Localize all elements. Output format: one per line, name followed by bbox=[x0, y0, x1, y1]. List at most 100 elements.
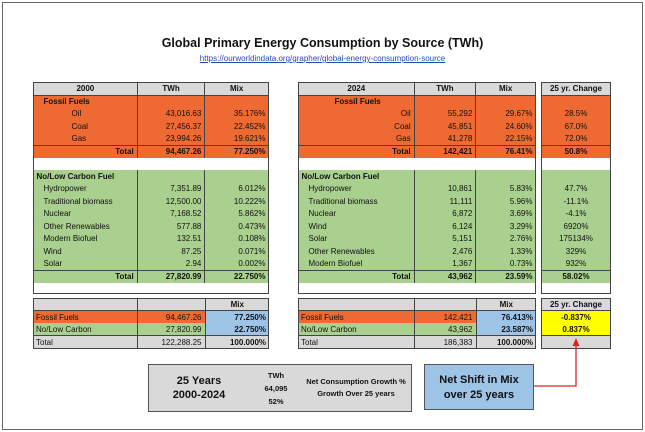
table-row: Other Renewables 577.88 0.473% bbox=[33, 220, 269, 233]
summary-2024: Mix Fossil Fuels 142,421 76.413% No/Low … bbox=[298, 298, 536, 348]
summary-label: No/Low Carbon bbox=[33, 323, 137, 336]
fuel-twh: 2,476 bbox=[413, 245, 476, 258]
fuel-name: Coal bbox=[298, 120, 415, 133]
fossil-title: Fossil Fuels bbox=[33, 95, 138, 108]
total-mix: 76.41% bbox=[475, 144, 536, 158]
total-mix: 23.59% bbox=[475, 269, 536, 283]
fuel-name: Solar bbox=[33, 257, 138, 270]
table-row: Hydropower 10,861 5.83% bbox=[298, 182, 536, 195]
fuel-name: Hydropower bbox=[298, 182, 415, 195]
table-row: Wind 6,124 3.29% bbox=[298, 220, 536, 233]
fuel-twh: 6,124 bbox=[413, 220, 476, 233]
shift-box: Net Shift in Mix over 25 years bbox=[424, 364, 534, 410]
table-row: Gas 41,278 22.15% bbox=[298, 132, 536, 145]
summary-label: Total bbox=[298, 335, 414, 348]
fuel-twh: 5,151 bbox=[413, 232, 476, 245]
fuel-mix: 5.96% bbox=[475, 195, 536, 208]
fuel-twh: 45,851 bbox=[413, 120, 476, 133]
fuel-name: Solar bbox=[298, 232, 415, 245]
summary-label: Fossil Fuels bbox=[33, 310, 137, 323]
fuel-twh: 23,994.26 bbox=[136, 132, 205, 145]
summary-twh: 122,288.25 bbox=[136, 335, 205, 348]
summary-mix: 100.000% bbox=[475, 335, 536, 348]
fuel-name: Modern Biofuel bbox=[298, 257, 415, 270]
total-twh: 94,467.26 bbox=[136, 144, 205, 158]
fuel-name: Nuclear bbox=[33, 207, 138, 220]
fuel-name: Gas bbox=[33, 132, 138, 145]
growth-twh-value: 64,095 bbox=[264, 384, 288, 393]
header-mix: Mix bbox=[475, 82, 536, 96]
fuel-twh: 87.25 bbox=[136, 245, 205, 258]
summary-change: 25 yr. Change -0.837% 0.837% bbox=[541, 298, 611, 348]
summary-mix: 22.750% bbox=[204, 323, 269, 336]
change-value: -4.1% bbox=[541, 207, 611, 220]
lowcarbon-total-row: Total 43,962 23.59% bbox=[298, 269, 536, 283]
table-row: Coal 45,851 24.60% bbox=[298, 120, 536, 133]
lowcarbon-total-row: Total 27,820.99 22.750% bbox=[33, 269, 269, 283]
growth-box: 25 Years 2000-2024 TWh 64,095 52% Net Co… bbox=[148, 364, 412, 412]
table-row: Wind 87.25 0.071% bbox=[33, 245, 269, 258]
summary-lowcarbon-row: No/Low Carbon 27,820.99 22.750% bbox=[33, 323, 269, 336]
summary-2024-border bbox=[298, 298, 536, 349]
summary-twh: 142,421 bbox=[413, 310, 476, 323]
summary-change-fossil: -0.837% bbox=[541, 310, 611, 323]
fuel-mix: 6.012% bbox=[204, 182, 269, 195]
change-column-border bbox=[541, 82, 611, 294]
fuel-name: Other Renewables bbox=[298, 245, 415, 258]
fuel-name: Modern Biofuel bbox=[33, 232, 138, 245]
fuel-twh: 6,872 bbox=[413, 207, 476, 220]
summary-mix: 77.250% bbox=[204, 310, 269, 323]
fuel-mix: 0.473% bbox=[204, 220, 269, 233]
total-label: Total bbox=[298, 269, 415, 283]
fuel-twh: 12,500.00 bbox=[136, 195, 205, 208]
fuel-name: Nuclear bbox=[298, 207, 415, 220]
shift-line2: over 25 years bbox=[443, 389, 515, 401]
fuel-twh: 1,367 bbox=[413, 257, 476, 270]
change-value: -11.1% bbox=[541, 195, 611, 208]
total-twh: 27,820.99 bbox=[136, 269, 205, 283]
table-2024: 2024 TWh Mix Fossil Fuels Oil 55,292 29.… bbox=[298, 82, 536, 283]
lowcarbon-title: No/Low Carbon Fuel bbox=[33, 170, 138, 183]
growth-years-label: 25 Years bbox=[176, 375, 222, 387]
table-2000: 2000 TWh Mix Fossil Fuels Oil 43,016.63 … bbox=[33, 82, 269, 283]
fossil-title: Fossil Fuels bbox=[298, 95, 415, 108]
change-value: 47.7% bbox=[541, 182, 611, 195]
growth-twh: TWh 64,095 52% bbox=[249, 369, 303, 408]
fossil-title-row: Fossil Fuels bbox=[298, 95, 536, 108]
total-label: Total bbox=[33, 144, 138, 158]
change-total: 50.8% bbox=[541, 144, 611, 158]
summary-fossil-row: Fossil Fuels 94,467.26 77.250% bbox=[33, 310, 269, 323]
table-row: Oil 43,016.63 35.176% bbox=[33, 107, 269, 120]
change-value: 6920% bbox=[541, 220, 611, 233]
fuel-twh: 41,278 bbox=[413, 132, 476, 145]
total-mix: 77.250% bbox=[204, 144, 269, 158]
fuel-twh: 43,016.63 bbox=[136, 107, 205, 120]
fuel-name: Traditional biomass bbox=[298, 195, 415, 208]
table-row: Solar 5,151 2.76% bbox=[298, 232, 536, 245]
fuel-mix: 5.862% bbox=[204, 207, 269, 220]
fuel-twh: 27,456.37 bbox=[136, 120, 205, 133]
fuel-name: Coal bbox=[33, 120, 138, 133]
fuel-twh: 132.51 bbox=[136, 232, 205, 245]
lowcarbon-title-row: No/Low Carbon Fuel bbox=[33, 170, 269, 183]
total-twh: 142,421 bbox=[413, 144, 476, 158]
fuel-mix: 3.69% bbox=[475, 207, 536, 220]
table-row: Nuclear 6,872 3.69% bbox=[298, 207, 536, 220]
summary-twh: 43,962 bbox=[413, 323, 476, 336]
change-value: 28.5% bbox=[541, 107, 611, 120]
summary-fossil-row: Fossil Fuels 142,421 76.413% bbox=[298, 310, 536, 323]
summary-change-border bbox=[541, 298, 611, 349]
fuel-twh: 10,861 bbox=[413, 182, 476, 195]
summary-header-row: Mix bbox=[33, 298, 269, 311]
table-row: Coal 27,456.37 22.452% bbox=[33, 120, 269, 133]
summary-change-header: 25 yr. Change bbox=[541, 298, 611, 311]
fuel-mix: 10.222% bbox=[204, 195, 269, 208]
total-twh: 43,962 bbox=[413, 269, 476, 283]
fuel-twh: 7,168.52 bbox=[136, 207, 205, 220]
lowcarbon-title: No/Low Carbon Fuel bbox=[298, 170, 415, 183]
source-link[interactable]: https://ourworldindata.org/grapher/globa… bbox=[199, 54, 446, 63]
fuel-name: Wind bbox=[298, 220, 415, 233]
summary-mix: 100.000% bbox=[204, 335, 269, 348]
total-mix: 22.750% bbox=[204, 269, 269, 283]
fuel-mix: 29.67% bbox=[475, 107, 536, 120]
